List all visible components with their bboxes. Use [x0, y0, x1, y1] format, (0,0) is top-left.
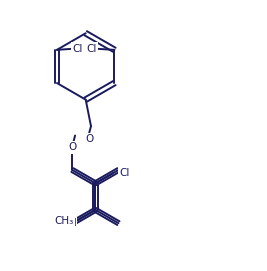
Text: O: O	[85, 134, 94, 144]
Text: N: N	[69, 218, 76, 228]
Text: Cl: Cl	[72, 44, 83, 53]
Text: Cl: Cl	[86, 44, 97, 53]
Text: Cl: Cl	[119, 168, 130, 178]
Text: CH₃: CH₃	[54, 216, 73, 226]
Text: O: O	[68, 143, 77, 153]
